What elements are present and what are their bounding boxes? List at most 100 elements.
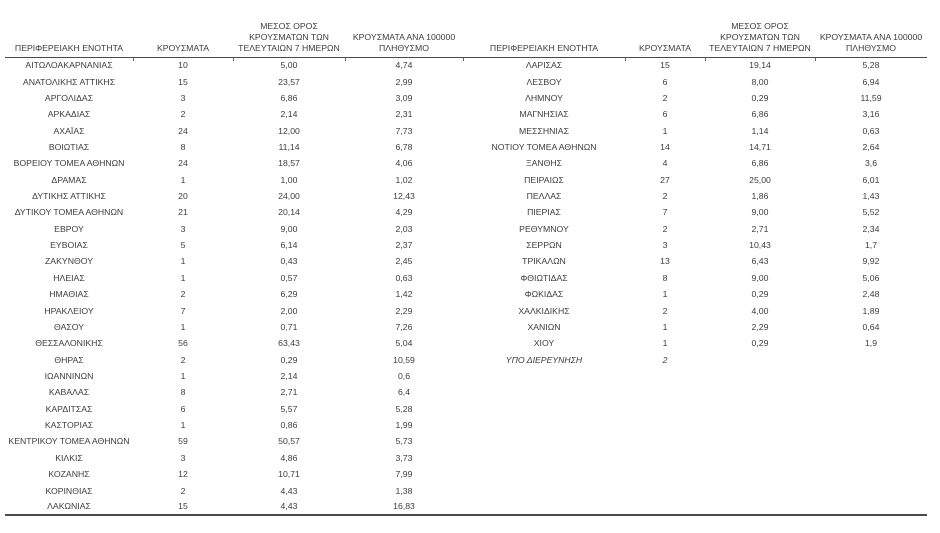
cases-cell-left: 59	[178, 436, 188, 447]
table-row: ΚΑΒΑΛΑΣ 8 2,71 6,4	[5, 384, 927, 400]
per100k-cell-left: 2,03	[395, 223, 413, 234]
region-cell-right	[463, 466, 625, 482]
per100k-cell-left: 5,73	[395, 436, 413, 447]
cases-cell-right: 2	[662, 305, 668, 316]
table-row: ΛΑΚΩΝΙΑΣ 15 4,43 16,83	[5, 499, 927, 515]
header-avg7-left: ΜΕΣΟΣ ΟΡΟΣ ΚΡΟΥΣΜΑΤΩΝ ΤΩΝ ΤΕΛΕΥΤΑΙΩΝ 7 Η…	[233, 9, 345, 58]
cases-cell-right	[625, 482, 705, 498]
avg7-cell-right: 25,00	[749, 174, 771, 185]
per100k-cell-right: 0,64	[862, 321, 880, 332]
avg7-cell-left: 1,00	[280, 174, 298, 185]
cases-cell-right: 7	[662, 207, 668, 218]
avg7-cell-left: 50,57	[278, 436, 300, 447]
table-row: ΙΩΑΝΝΙΝΩΝ 1 2,14 0,6	[5, 368, 927, 384]
avg7-cell-left: 63,43	[278, 338, 300, 349]
avg7-cell-right	[705, 368, 815, 384]
table-row: ΒΟΡΕΙΟΥ ΤΟΜΕΑ ΑΘΗΝΩΝ 24 18,57 4,06 ΞΑΝΘΗ…	[5, 155, 927, 171]
region-cell-left: ΗΡΑΚΛΕΙΟΥ	[44, 305, 94, 316]
avg7-cell-left: 24,00	[278, 191, 300, 202]
region-cell-left: ΚΟΡΙΝΘΙΑΣ	[45, 485, 93, 496]
region-cell-right: ΠΕΙΡΑΙΩΣ	[524, 174, 564, 185]
cases-cell-left: 24	[178, 125, 188, 136]
avg7-cell-right	[705, 499, 815, 515]
per100k-cell-right	[815, 482, 927, 498]
region-cell-left: ΔΡΑΜΑΣ	[51, 174, 87, 185]
region-cell-right: ΛΗΜΝΟΥ	[525, 92, 563, 103]
per100k-cell-left: 7,26	[395, 321, 413, 332]
avg7-cell-left: 10,71	[278, 469, 300, 480]
avg7-cell-left: 6,29	[280, 289, 298, 300]
region-cell-left: ΒΟΡΕΙΟΥ ΤΟΜΕΑ ΑΘΗΝΩΝ	[13, 158, 125, 169]
region-cell-right: ΜΕΣΣΗΝΙΑΣ	[519, 125, 569, 136]
table-row: ΗΡΑΚΛΕΙΟΥ 7 2,00 2,29 ΧΑΛΚΙΔΙΚΗΣ 2 4,00 …	[5, 302, 927, 318]
avg7-cell-right: 0,29	[751, 338, 769, 349]
table-row: ΒΟΙΩΤΙΑΣ 8 11,14 6,78 ΝΟΤΙΟΥ ΤΟΜΕΑ ΑΘΗΝΩ…	[5, 139, 927, 155]
cases-cell-left: 6	[180, 403, 186, 414]
region-cell-right	[463, 384, 625, 400]
table-row: ΚΕΝΤΡΙΚΟΥ ΤΟΜΕΑ ΑΘΗΝΩΝ 59 50,57 5,73	[5, 433, 927, 449]
cases-cell-right: 1	[662, 289, 668, 300]
cases-cell-right: 13	[660, 256, 670, 267]
avg7-cell-right: 0,29	[751, 289, 769, 300]
region-cell-right: ΤΡΙΚΑΛΩΝ	[522, 256, 566, 267]
cases-cell-right: 1	[662, 125, 668, 136]
table-row: ΑΡΓΟΛΙΔΑΣ 3 6,86 3,09 ΛΗΜΝΟΥ 2 0,29 11,5…	[5, 90, 927, 106]
cases-cell-left: 1	[180, 371, 186, 381]
avg7-cell-right: 10,43	[749, 240, 771, 251]
cases-cell-left: 2	[180, 485, 186, 496]
avg7-cell-left: 0,29	[280, 354, 298, 365]
cases-cell-left: 1	[180, 256, 186, 267]
per100k-cell-left: 10,59	[393, 354, 415, 365]
cases-cell-left: 2	[180, 354, 186, 365]
per100k-cell-right: 9,92	[862, 256, 880, 267]
cases-cell-left: 1	[180, 321, 186, 332]
per100k-cell-right: 6,94	[862, 76, 880, 87]
table-row: ΗΛΕΙΑΣ 1 0,57 0,63 ΦΘΙΩΤΙΔΑΣ 8 9,00 5,06	[5, 270, 927, 286]
avg7-cell-right	[705, 351, 815, 367]
avg7-cell-left: 2,14	[280, 371, 298, 381]
avg7-cell-left: 4,86	[280, 452, 298, 463]
per100k-cell-right: 0,63	[862, 125, 880, 136]
avg7-cell-right: 2,29	[751, 321, 769, 332]
per100k-cell-right: 5,52	[862, 207, 880, 218]
region-cell-right: ΠΙΕΡΙΑΣ	[527, 207, 561, 218]
table-row: ΖΑΚΥΝΘΟΥ 1 0,43 2,45 ΤΡΙΚΑΛΩΝ 13 6,43 9,…	[5, 253, 927, 269]
region-cell-left: ΗΛΕΙΑΣ	[53, 272, 85, 283]
per100k-cell-right: 1,43	[862, 191, 880, 202]
cases-cell-left: 7	[180, 305, 186, 316]
avg7-cell-left: 2,14	[280, 109, 298, 120]
avg7-cell-right	[705, 384, 815, 400]
cases-cell-right: 6	[662, 109, 668, 120]
avg7-cell-right: 8,00	[751, 76, 769, 87]
table-row: ΑΧΑΪΑΣ 24 12,00 7,73 ΜΕΣΣΗΝΙΑΣ 1 1,14 0,…	[5, 122, 927, 138]
cases-cell-left: 2	[180, 289, 186, 300]
table-row: ΕΒΡΟΥ 3 9,00 2,03 ΡΕΘΥΜΝΟΥ 2 2,71 2,34	[5, 221, 927, 237]
cases-cell-right: 27	[660, 174, 670, 185]
cases-cell-left: 56	[178, 338, 188, 349]
cases-cell-right	[625, 417, 705, 433]
cases-cell-left: 1	[180, 174, 186, 185]
avg7-cell-left: 5,57	[280, 403, 298, 414]
per100k-cell-right	[815, 466, 927, 482]
avg7-cell-left: 0,71	[280, 321, 298, 332]
cases-cell-left: 24	[178, 158, 188, 169]
region-cell-left: ΑΡΚΑΔΙΑΣ	[47, 109, 91, 120]
region-cell-left: ΔΥΤΙΚΗΣ ΑΤΤΙΚΗΣ	[32, 191, 106, 202]
region-cell-right: ΦΘΙΩΤΙΔΑΣ	[520, 272, 568, 283]
table-row: ΘΗΡΑΣ 2 0,29 10,59 ΥΠΟ ΔΙΕΡΕΥΝΗΣΗ 2	[5, 351, 927, 367]
table-header: ΠΕΡΙΦΕΡΕΙΑΚΗ ΕΝΟΤΗΤΑ ΚΡΟΥΣΜΑΤΑ ΜΕΣΟΣ ΟΡΟ…	[5, 9, 927, 58]
per100k-cell-right: 11,59	[860, 92, 882, 103]
region-cell-left: ΚΟΖΑΝΗΣ	[48, 469, 90, 480]
region-cell-right	[463, 417, 625, 433]
per100k-cell-left: 12,43	[393, 191, 415, 202]
region-cell-left: ΕΒΡΟΥ	[54, 223, 84, 234]
avg7-cell-right: 9,00	[751, 207, 769, 218]
avg7-cell-right	[705, 433, 815, 449]
table-row: ΑΡΚΑΔΙΑΣ 2 2,14 2,31 ΜΑΓΝΗΣΙΑΣ 6 6,86 3,…	[5, 106, 927, 122]
per100k-cell-right	[815, 368, 927, 384]
region-cell-right	[463, 401, 625, 417]
per100k-cell-left: 6,78	[395, 141, 413, 152]
cases-cell-right: 1	[662, 338, 668, 349]
region-cell-right	[463, 450, 625, 466]
avg7-cell-left: 11,14	[278, 141, 300, 152]
